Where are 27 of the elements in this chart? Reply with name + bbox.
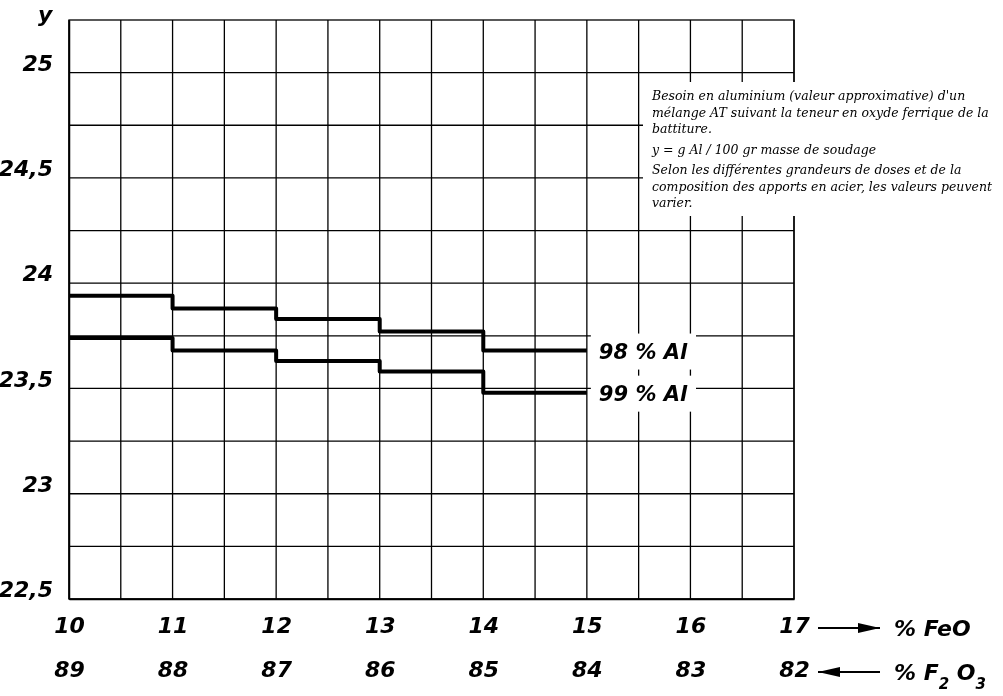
annotation: Selon les différentes grandeurs de doses et de la composition des apports en acier, les valeurs peuvent varier.	[652, 162, 993, 210]
series-label: 99 % Al	[598, 381, 688, 406]
x-axis-title: % FeO	[894, 616, 971, 641]
x-tick-label: 14	[468, 612, 500, 638]
x-tick-label: 13	[364, 612, 396, 638]
x-tick-label: 12	[261, 612, 292, 638]
x-tick-label: 17	[779, 612, 811, 638]
x-tick-label: 16	[675, 612, 707, 638]
x2-tick-label: 89	[54, 656, 85, 682]
y-tick-label: 25	[22, 50, 53, 76]
x2-tick-label: 84	[572, 656, 603, 682]
x2-tick-label: 83	[675, 656, 707, 682]
annotation: Besoin en aluminium (valeur approximative) d'un mélange AT suivant la teneur en oxyde ferrique de la battiture.	[651, 88, 989, 136]
x-tick-label: 15	[572, 612, 603, 638]
x2-tick-label: 88	[157, 656, 189, 682]
y-axis-title: y	[38, 2, 54, 27]
x2-tick-label: 85	[468, 656, 500, 682]
x2-tick-label: 87	[261, 656, 293, 682]
x2-tick-label: 86	[364, 656, 396, 682]
x2-tick-label: 82	[779, 656, 810, 682]
series-label: 98 % Al	[598, 339, 688, 364]
x-tick-label: 10	[54, 612, 85, 638]
x2-axis-title: % F$_{2}$ O$_{3}$	[894, 660, 986, 693]
x-tick-label: 11	[157, 612, 189, 638]
y-tick-label: 24	[22, 261, 53, 287]
annotation: y = g Al / 100 gr masse de soudage	[651, 141, 877, 157]
y-tick-label: 23	[22, 472, 53, 498]
